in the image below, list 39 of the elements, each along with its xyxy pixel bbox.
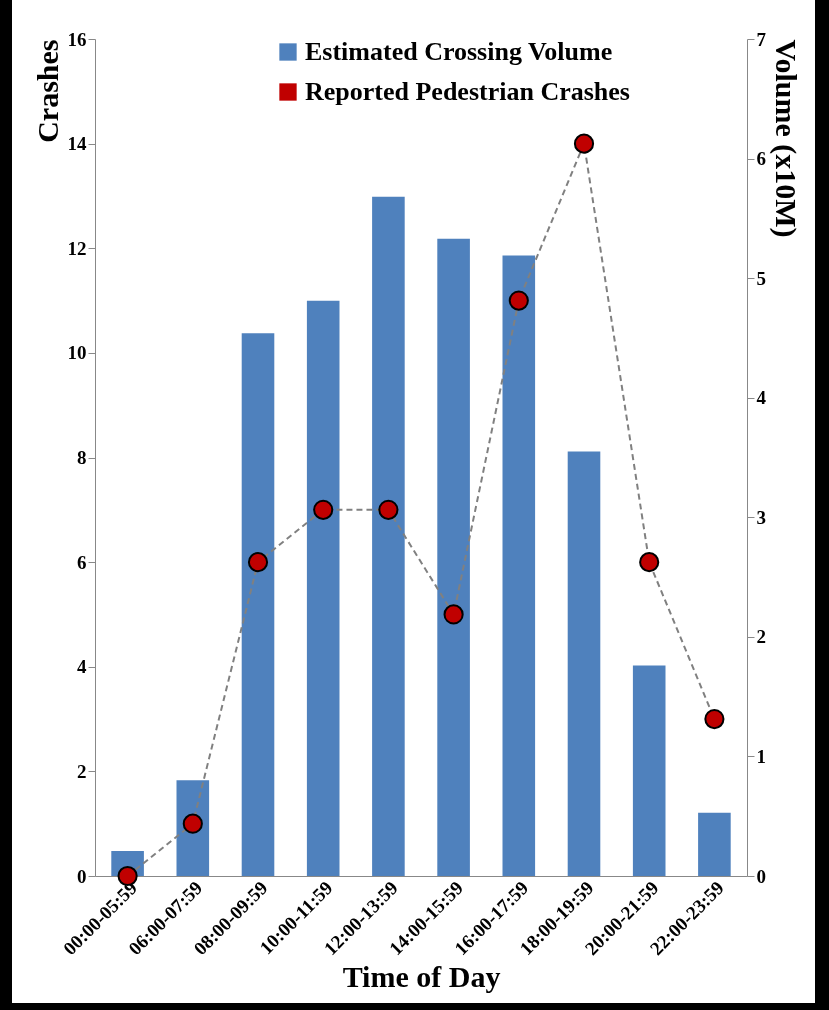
y-tick-label: 2 bbox=[77, 760, 87, 782]
point bbox=[704, 709, 725, 730]
y2-tick-label: 4 bbox=[756, 387, 767, 409]
point bbox=[247, 552, 269, 573]
y-tick-label: 10 bbox=[67, 342, 87, 364]
bar bbox=[241, 333, 275, 876]
y-tick-label: 4 bbox=[77, 656, 87, 678]
y2-tick-label: 3 bbox=[756, 506, 766, 528]
bar bbox=[632, 665, 666, 876]
bar bbox=[567, 451, 601, 876]
point bbox=[182, 813, 203, 834]
y2-tick-label: 7 bbox=[756, 28, 767, 50]
y-tick-label: 12 bbox=[67, 237, 87, 259]
bar bbox=[502, 255, 536, 876]
y-tick-label: 0 bbox=[77, 865, 87, 887]
y2-tick-label: 5 bbox=[756, 267, 766, 289]
x-axis-title: Time of Day bbox=[342, 960, 501, 994]
point bbox=[443, 604, 464, 625]
point bbox=[313, 499, 334, 520]
y-tick-label: 14 bbox=[67, 133, 87, 155]
y-tick-label: 16 bbox=[67, 28, 87, 50]
y-axis-title: Crashes bbox=[30, 39, 64, 143]
y2-tick-label: 0 bbox=[756, 865, 766, 887]
point bbox=[573, 133, 595, 154]
bar bbox=[372, 196, 405, 876]
y2-tick-label: 2 bbox=[756, 626, 766, 648]
point bbox=[378, 499, 399, 520]
y2-tick-label: 1 bbox=[756, 745, 766, 767]
y-tick-label: 8 bbox=[77, 447, 87, 468]
bar bbox=[437, 238, 470, 876]
legend-label: Estimated Crossing Volume bbox=[305, 37, 613, 66]
point bbox=[639, 552, 660, 573]
y2-tick-label: 6 bbox=[756, 148, 766, 170]
bar bbox=[306, 300, 340, 876]
y-tick-label: 6 bbox=[77, 551, 87, 573]
point bbox=[508, 290, 529, 311]
y2-axis-title: Volume (x10M) bbox=[769, 39, 803, 238]
bar bbox=[698, 812, 731, 876]
legend-label: Reported Pedestrian Crashes bbox=[305, 77, 630, 106]
